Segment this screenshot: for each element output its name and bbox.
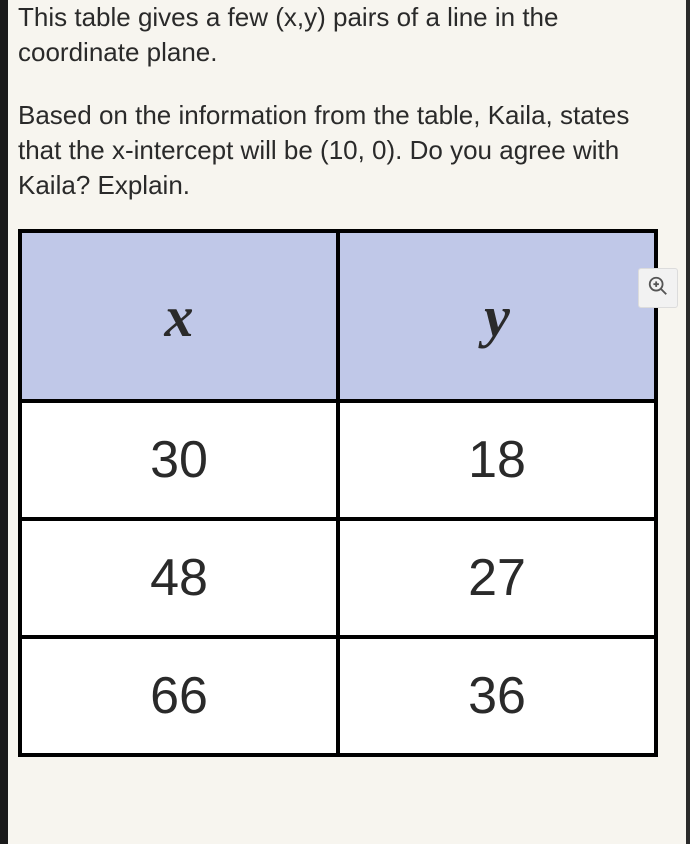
- intro-line-1: This table gives a few (x,y) pairs of a …: [18, 2, 558, 32]
- intro-line-2: coordinate plane.: [18, 37, 217, 67]
- intro-paragraph: This table gives a few (x,y) pairs of a …: [18, 0, 672, 70]
- zoom-in-button[interactable]: [638, 268, 678, 308]
- question-line-2: that the x-intercept will be (10, 0). Do…: [18, 135, 619, 165]
- page-right-edge: [686, 0, 690, 844]
- column-header-y: y: [338, 231, 656, 401]
- question-line-1: Based on the information from the table,…: [18, 100, 629, 130]
- table-row: 30 18: [20, 401, 656, 519]
- cell-y: 18: [338, 401, 656, 519]
- data-table: x y 30 18 48 27 66 36: [18, 229, 658, 757]
- table-header-row: x y: [20, 231, 656, 401]
- table-row: 48 27: [20, 519, 656, 637]
- magnifier-plus-icon: [647, 275, 669, 302]
- page-left-edge: [0, 0, 8, 844]
- column-header-x: x: [20, 231, 338, 401]
- cell-y: 27: [338, 519, 656, 637]
- question-paragraph: Based on the information from the table,…: [18, 98, 672, 203]
- question-line-3: Kaila? Explain.: [18, 170, 190, 200]
- cell-x: 48: [20, 519, 338, 637]
- cell-x: 66: [20, 637, 338, 755]
- table-row: 66 36: [20, 637, 656, 755]
- cell-y: 36: [338, 637, 656, 755]
- cell-x: 30: [20, 401, 338, 519]
